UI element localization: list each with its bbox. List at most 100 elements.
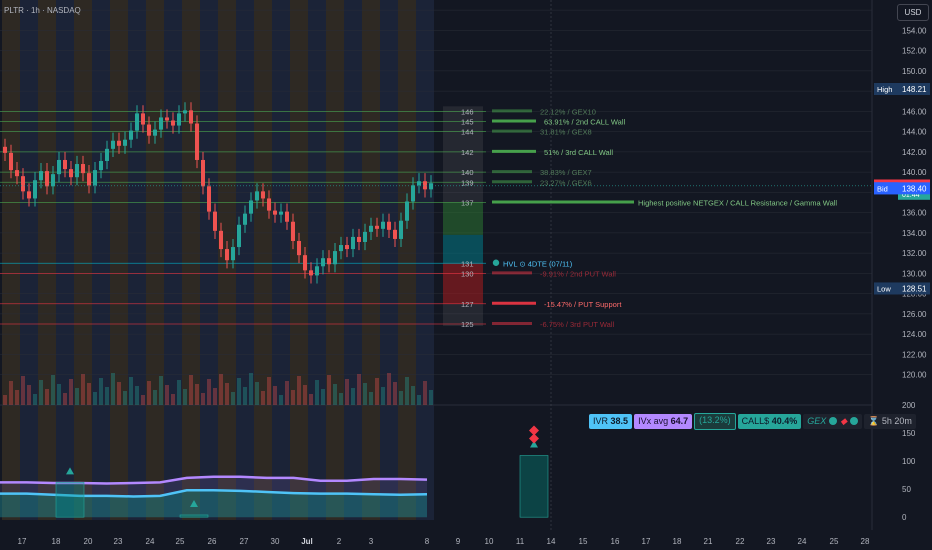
time-value: 5h 20m <box>881 416 912 426</box>
candle-body <box>45 171 49 187</box>
candle-body <box>141 113 145 125</box>
candle-body <box>93 170 97 186</box>
level-price: 127 <box>461 300 474 309</box>
x-tick-label: 24 <box>798 537 807 546</box>
volume-bar <box>111 373 115 405</box>
session-band <box>416 0 422 520</box>
candle-body <box>189 110 193 124</box>
session-band <box>152 0 158 520</box>
session-band <box>248 0 254 520</box>
candle-body <box>273 210 277 215</box>
x-tick-label: 23 <box>114 537 123 546</box>
level-bar <box>492 200 634 204</box>
volume-bar <box>15 390 19 405</box>
volume-bar <box>99 378 103 405</box>
currency-button[interactable]: USD <box>897 4 929 21</box>
candle-body <box>123 139 127 146</box>
bid-label: Bid <box>877 184 888 193</box>
x-tick-label: 21 <box>704 537 713 546</box>
candle-body <box>255 191 259 201</box>
session-band <box>356 0 362 520</box>
volume-bar <box>63 393 67 405</box>
ivr-value: 38.5 <box>610 416 629 426</box>
candle-body <box>81 164 85 174</box>
session-band <box>338 0 344 520</box>
y-tick-label: 126.00 <box>902 310 927 319</box>
sub-y-tick-label: 0 <box>902 513 907 522</box>
y-tick-label: 122.00 <box>902 350 927 359</box>
session-band <box>62 0 68 520</box>
level-price: 130 <box>461 269 474 278</box>
bid-label-bg <box>874 182 898 195</box>
x-tick-label: 30 <box>271 537 280 546</box>
session-band <box>56 0 62 520</box>
x-tick-label: 14 <box>547 537 556 546</box>
level-price: 145 <box>461 118 474 127</box>
sub-y-tick-label: 100 <box>902 457 916 466</box>
countdown-value: 01:44 <box>902 192 920 199</box>
volume-bar <box>273 386 277 405</box>
level-label: 51% / 3rd CALL Wall <box>544 148 613 157</box>
candle-body <box>303 255 307 271</box>
session-band <box>278 0 284 520</box>
candle-body <box>165 117 169 121</box>
session-band <box>104 0 110 520</box>
volume-bar <box>285 381 289 405</box>
session-band <box>368 0 374 520</box>
candle-body <box>63 159 67 170</box>
volume-bar <box>417 395 421 405</box>
y-tick-label: 132.00 <box>902 249 927 258</box>
session-band <box>284 0 290 520</box>
y-tick-label: 130.00 <box>902 269 927 278</box>
candle-body <box>285 211 289 222</box>
candle-body <box>105 148 109 161</box>
y-tick-label: 142.00 <box>902 148 927 157</box>
sub-y-tick-label: 200 <box>902 401 916 410</box>
x-tick-label: 10 <box>485 537 494 546</box>
volume-bar <box>81 374 85 405</box>
volume-bar <box>309 394 313 405</box>
candle-body <box>351 236 355 250</box>
volume-bar <box>351 388 355 405</box>
x-tick-label: 23 <box>767 537 776 546</box>
sub-y-tick-label: 150 <box>902 429 916 438</box>
call-chip: CALL$ 40.4% <box>737 414 802 429</box>
volume-bar <box>147 381 151 405</box>
indicator-bar: IVR 38.5 IVx avg 64.7 (13.2%) CALL$ 40.4… <box>589 413 916 430</box>
candle-body <box>393 229 397 239</box>
level-label: 22.12% / GEX10 <box>540 107 596 116</box>
x-tick-label: 3 <box>369 537 374 546</box>
x-tick-label: 20 <box>84 537 93 546</box>
zone-call <box>443 202 483 235</box>
volume-bar <box>75 388 79 405</box>
session-band <box>206 0 212 520</box>
volume-bar <box>207 379 211 405</box>
candle-body <box>429 183 433 190</box>
volume-bar <box>369 392 373 405</box>
x-tick-label: 25 <box>176 537 185 546</box>
candle-body <box>195 123 199 160</box>
candle-body <box>279 211 283 215</box>
volume-bar <box>261 391 265 405</box>
volume-bar <box>183 389 187 405</box>
ivr-label: IVR <box>593 416 609 426</box>
x-tick-label: 18 <box>52 537 61 546</box>
session-band <box>116 0 122 520</box>
series-line <box>0 475 428 485</box>
level-bar <box>492 170 532 174</box>
session-band <box>350 0 356 520</box>
volume-bar <box>171 394 175 405</box>
y-tick-label: 146.00 <box>902 107 927 116</box>
volume-bar <box>429 390 433 405</box>
volume-bar <box>375 378 379 405</box>
gex-label: GEX <box>807 416 827 426</box>
zone-neutral <box>443 106 483 203</box>
session-band <box>260 0 266 520</box>
candle-body <box>411 185 415 202</box>
high-value: 148.21 <box>902 85 927 94</box>
candle-body <box>147 124 151 136</box>
level-bar <box>492 149 536 153</box>
candle-body <box>111 140 115 149</box>
session-band <box>374 0 380 520</box>
